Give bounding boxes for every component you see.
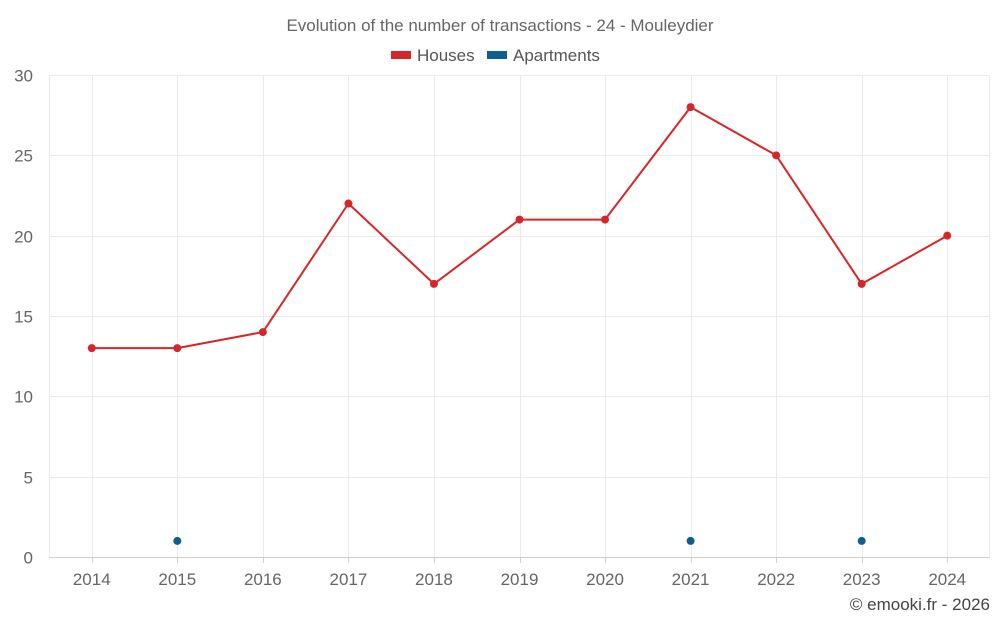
data-point-houses[interactable] <box>515 215 524 224</box>
data-point-houses[interactable] <box>601 215 610 224</box>
x-tick-label: 2017 <box>329 570 367 589</box>
data-point-houses[interactable] <box>857 279 866 288</box>
x-gridlines <box>49 75 990 557</box>
x-tick-label: 2022 <box>757 570 795 589</box>
data-point-houses[interactable] <box>173 344 182 353</box>
data-point-apartments[interactable] <box>857 536 866 545</box>
legend-item-apartments[interactable]: Apartments <box>487 46 600 65</box>
y-tick-label: 15 <box>14 308 33 327</box>
x-tick-label: 2023 <box>843 570 881 589</box>
data-point-apartments[interactable] <box>686 536 695 545</box>
y-tick-label: 20 <box>14 228 33 247</box>
x-tick-label: 2019 <box>501 570 539 589</box>
x-tick-label: 2014 <box>73 570 111 589</box>
y-axis-ticks: 0 5 10 15 20 25 30 <box>14 67 33 568</box>
data-point-houses[interactable] <box>429 279 438 288</box>
y-tick-label: 5 <box>24 469 33 488</box>
chart-title: Evolution of the number of transactions … <box>286 16 713 35</box>
legend-swatch-apartments <box>487 51 507 59</box>
series-layer <box>87 103 952 545</box>
data-point-houses[interactable] <box>686 103 695 112</box>
series-houses <box>87 103 952 353</box>
x-tick-label: 2024 <box>928 570 966 589</box>
x-tick-label: 2015 <box>158 570 196 589</box>
x-tick-label: 2020 <box>586 570 624 589</box>
data-point-houses[interactable] <box>772 151 781 160</box>
data-point-apartments[interactable] <box>173 536 182 545</box>
legend-label-houses: Houses <box>417 46 475 65</box>
legend-label-apartments: Apartments <box>513 46 600 65</box>
data-point-houses[interactable] <box>258 328 267 337</box>
credit-text: © emooki.fr - 2026 <box>850 595 990 614</box>
series-apartments <box>173 536 866 545</box>
x-tick-label: 2021 <box>672 570 710 589</box>
y-tick-label: 25 <box>14 147 33 166</box>
y-gridlines <box>49 75 990 478</box>
data-point-houses[interactable] <box>943 231 952 240</box>
data-point-houses[interactable] <box>344 199 353 208</box>
legend-item-houses[interactable]: Houses <box>391 46 475 65</box>
series-line-houses <box>91 106 948 350</box>
data-point-houses[interactable] <box>87 344 96 353</box>
legend: Houses Apartments <box>391 46 600 65</box>
y-tick-label: 0 <box>24 549 33 568</box>
x-axis-ticks: 2014 2015 2016 2017 2018 2019 2020 2021 2022 2023… <box>73 557 966 589</box>
x-tick-label: 2016 <box>244 570 282 589</box>
x-tick-label: 2018 <box>415 570 453 589</box>
legend-swatch-houses <box>391 51 411 59</box>
y-tick-label: 10 <box>14 388 33 407</box>
y-tick-label: 30 <box>14 67 33 86</box>
